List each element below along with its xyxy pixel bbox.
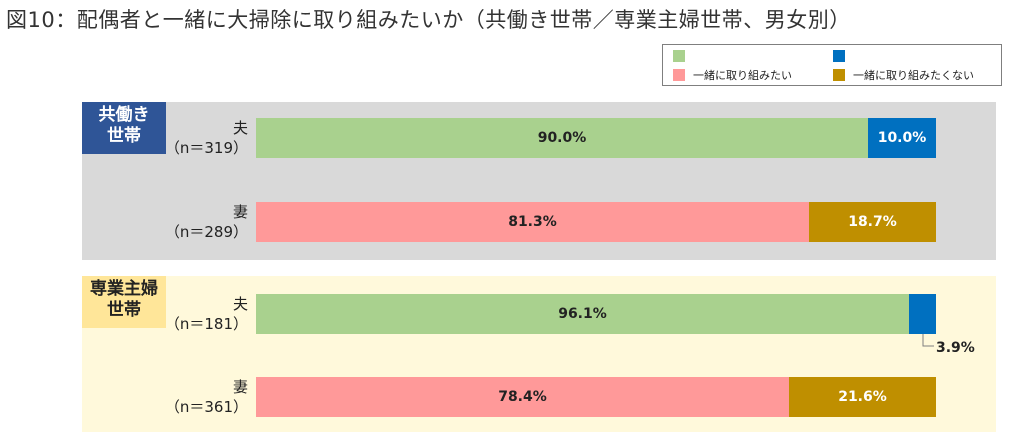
row-label-dual-husband-n: （n＝319） bbox=[164, 139, 248, 157]
legend-swatch-not-want-husband bbox=[833, 50, 845, 62]
legend-item-want bbox=[673, 50, 693, 62]
row-label-housewife-husband-n: （n＝181） bbox=[164, 315, 248, 333]
row-label-housewife-wife-role: 妻 bbox=[232, 378, 248, 396]
bar-dual-wife-not-want: 18.7% bbox=[809, 202, 936, 242]
bar-label-dual-husband-want: 90.0% bbox=[537, 130, 587, 146]
bar-label-dual-husband-not-want: 10.0% bbox=[877, 130, 927, 146]
legend-item-not-want bbox=[833, 50, 853, 62]
row-label-housewife-husband-role: 夫 bbox=[232, 295, 248, 313]
legend: 一緒に取り組みたい 一緒に取り組みたくない bbox=[662, 44, 1002, 86]
legend-swatch-not-want-wife bbox=[833, 69, 845, 81]
group-label-housewife-line2: 世帯 bbox=[107, 300, 141, 320]
legend-item-not-want-wife: 一緒に取り組みたくない bbox=[833, 67, 974, 83]
bar-label-housewife-husband-want: 96.1% bbox=[558, 306, 607, 322]
legend-item-want-wife: 一緒に取り組みたい bbox=[673, 67, 792, 83]
row-label-housewife-wife-n: （n＝361） bbox=[164, 398, 248, 416]
legend-swatch-want-wife bbox=[673, 69, 685, 81]
bar-housewife-husband-want: 96.1% bbox=[256, 294, 909, 334]
bar-housewife-husband-not-want bbox=[909, 294, 936, 334]
callout-line-housewife-husband bbox=[922, 334, 934, 347]
row-label-dual-wife-role: 妻 bbox=[232, 203, 248, 221]
group-label-housewife: 専業主婦 世帯 bbox=[82, 276, 166, 328]
row-label-dual-husband-role: 夫 bbox=[232, 119, 248, 137]
bar-dual-husband-want: 90.0% bbox=[256, 118, 868, 158]
bar-label-dual-wife-not-want: 18.7% bbox=[848, 214, 897, 230]
bar-dual-husband-not-want: 10.0% bbox=[868, 118, 936, 158]
row-label-housewife-wife: 妻 （n＝361） bbox=[165, 377, 248, 417]
row-label-dual-wife: 妻 （n＝289） bbox=[165, 202, 248, 242]
group-label-dual-income-line1: 共働き bbox=[98, 105, 150, 125]
bar-label-housewife-wife-not-want: 21.6% bbox=[838, 389, 887, 405]
bar-dual-wife-want: 81.3% bbox=[256, 202, 809, 242]
row-label-housewife-husband: 夫 （n＝181） bbox=[165, 294, 248, 334]
bar-housewife-wife-want: 78.4% bbox=[256, 377, 789, 417]
bar-label-housewife-wife-want: 78.4% bbox=[498, 389, 547, 405]
chart-title: 図10：配偶者と一緒に大掃除に取り組みたいか（共働き世帯／専業主婦世帯、男女別） bbox=[6, 8, 851, 32]
group-label-dual-income-line2: 世帯 bbox=[107, 126, 141, 146]
legend-label-not-want: 一緒に取り組みたくない bbox=[853, 69, 974, 82]
legend-label-want: 一緒に取り組みたい bbox=[693, 69, 792, 82]
bar-label-housewife-husband-not-want: 3.9% bbox=[936, 340, 975, 356]
row-label-dual-wife-n: （n＝289） bbox=[164, 223, 248, 241]
group-label-dual-income: 共働き 世帯 bbox=[82, 102, 166, 154]
legend-swatch-want-husband bbox=[673, 50, 685, 62]
group-label-housewife-line1: 専業主婦 bbox=[90, 279, 158, 299]
bar-housewife-wife-not-want: 21.6% bbox=[789, 377, 936, 417]
row-label-dual-husband: 夫 （n＝319） bbox=[165, 118, 248, 158]
bar-label-dual-wife-want: 81.3% bbox=[508, 214, 557, 230]
